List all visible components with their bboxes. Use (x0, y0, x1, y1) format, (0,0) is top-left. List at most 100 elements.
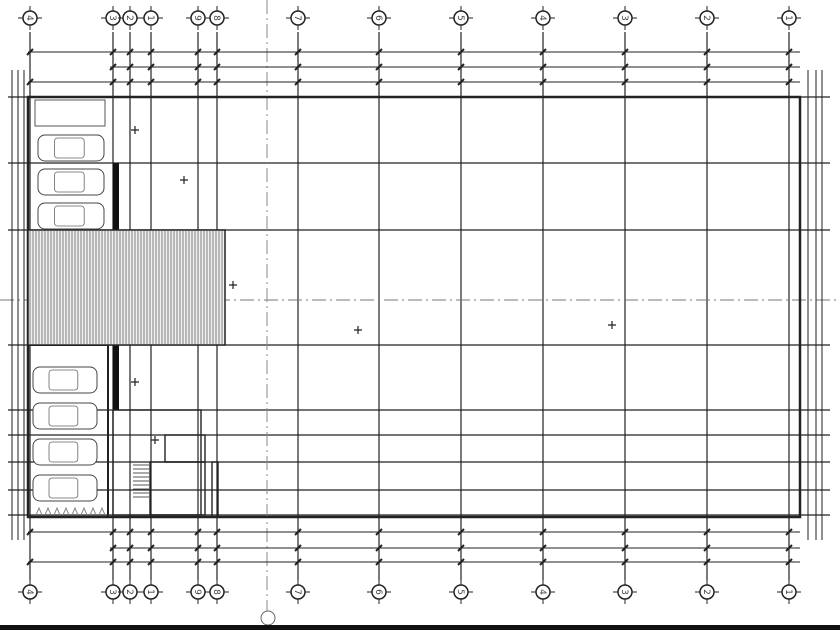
planting-symbol (44, 506, 52, 516)
dimension-tick (194, 48, 202, 56)
dimension-tick (539, 48, 547, 56)
bubble-circle (209, 584, 225, 600)
dimension-tick (126, 48, 134, 56)
dimension-tick (539, 558, 547, 566)
dimension-tick (294, 63, 302, 71)
car-body (32, 402, 98, 430)
planting-symbol (53, 506, 61, 516)
dimension-tick (375, 528, 383, 536)
dimension-tick (539, 78, 547, 86)
dimension-tick (126, 544, 134, 552)
dimension-tick (375, 558, 383, 566)
dimension-tick (147, 544, 155, 552)
dimension-tick (213, 544, 221, 552)
grid-bubble: 3 (101, 6, 125, 30)
room (164, 434, 206, 463)
car-body (37, 202, 105, 230)
grid-axis-label: 3 (107, 15, 117, 21)
bubble-circle (22, 10, 38, 26)
bubble-circle (781, 10, 797, 26)
grid-axis-label: 4 (24, 15, 34, 21)
grid-axis-label: 2 (701, 589, 711, 595)
dimension-tick (785, 528, 793, 536)
grid-axis-label: 1 (145, 589, 155, 595)
dimension-tick (457, 78, 465, 86)
grid-bubble: 2 (118, 6, 142, 30)
dimension-tick (109, 544, 117, 552)
grid-axis-label: 6 (373, 15, 383, 21)
dimension-tick (109, 63, 117, 71)
car (37, 202, 105, 230)
bubble-circle (781, 584, 797, 600)
dimension-tick (26, 78, 34, 86)
dimension-tick (621, 528, 629, 536)
bubble-circle (453, 584, 469, 600)
bubble-circle (143, 10, 159, 26)
dimension-tick (109, 48, 117, 56)
grid-bubble: 4 (18, 6, 42, 30)
planting-symbol (80, 506, 88, 516)
grid-axis-label: 8 (211, 15, 221, 21)
bubble-circle (122, 10, 138, 26)
car-roof (48, 477, 79, 499)
grid-bubble: 1 (139, 6, 163, 30)
grid-bubble: 9 (186, 580, 210, 604)
dimension-tick (294, 48, 302, 56)
level-marker (229, 281, 237, 289)
dimension-tick (213, 558, 221, 566)
dimension-lines (26, 48, 800, 566)
grid-bubble: 4 (18, 580, 42, 604)
bubble-circle (617, 10, 633, 26)
dimension-tick (109, 78, 117, 86)
car (32, 474, 98, 502)
grid-axis-label: 5 (455, 589, 465, 595)
dimension-tick (621, 48, 629, 56)
car-body (32, 474, 98, 502)
dimension-tick (213, 48, 221, 56)
car-roof (48, 405, 79, 427)
planting-symbol (89, 506, 97, 516)
dimension-tick (785, 78, 793, 86)
grid-axis-label: 2 (701, 15, 711, 21)
grid-axis-label: 6 (373, 589, 383, 595)
grid-bubble: 5 (449, 6, 473, 30)
car (37, 168, 105, 196)
car (37, 134, 105, 162)
grid-bubble: 4 (531, 580, 555, 604)
dimension-tick (703, 48, 711, 56)
dimension-tick (457, 528, 465, 536)
dimension-tick (147, 558, 155, 566)
level-marker (180, 176, 188, 184)
grid-bubbles: 4 4 3 3 2 2 1 1 9 9 8 8 7 7 6 6 5 5 4 4 3 3 2 2 1 1 (18, 6, 801, 626)
grid-axis-label: 9 (192, 15, 202, 21)
room (211, 461, 219, 518)
dimension-tick (26, 528, 34, 536)
dimension-tick (457, 544, 465, 552)
bubble-circle (453, 10, 469, 26)
dimension-tick (194, 558, 202, 566)
grid-bubble: 2 (695, 580, 719, 604)
planting-symbol (71, 506, 79, 516)
level-marker (608, 321, 616, 329)
dimension-tick (213, 78, 221, 86)
planting-symbol (98, 506, 106, 516)
grid-axis-label: 3 (107, 589, 117, 595)
dimension-tick (457, 63, 465, 71)
bubble-circle (290, 584, 306, 600)
dimension-tick (147, 78, 155, 86)
dimension-tick (703, 544, 711, 552)
dimension-tick (194, 78, 202, 86)
grid-bubble: 8 (205, 580, 229, 604)
grid-axis-label: 2 (124, 589, 134, 595)
grid-bubble: 1 (777, 580, 801, 604)
dimension-tick (126, 528, 134, 536)
dimension-tick (621, 544, 629, 552)
bubble-circle (371, 10, 387, 26)
grid-axis-label: 8 (211, 589, 221, 595)
bubble-circle (143, 584, 159, 600)
dimension-tick (703, 78, 711, 86)
grid-bubble: 2 (118, 580, 142, 604)
room (149, 461, 206, 516)
dimension-tick (126, 558, 134, 566)
service-rooms (112, 126, 616, 518)
